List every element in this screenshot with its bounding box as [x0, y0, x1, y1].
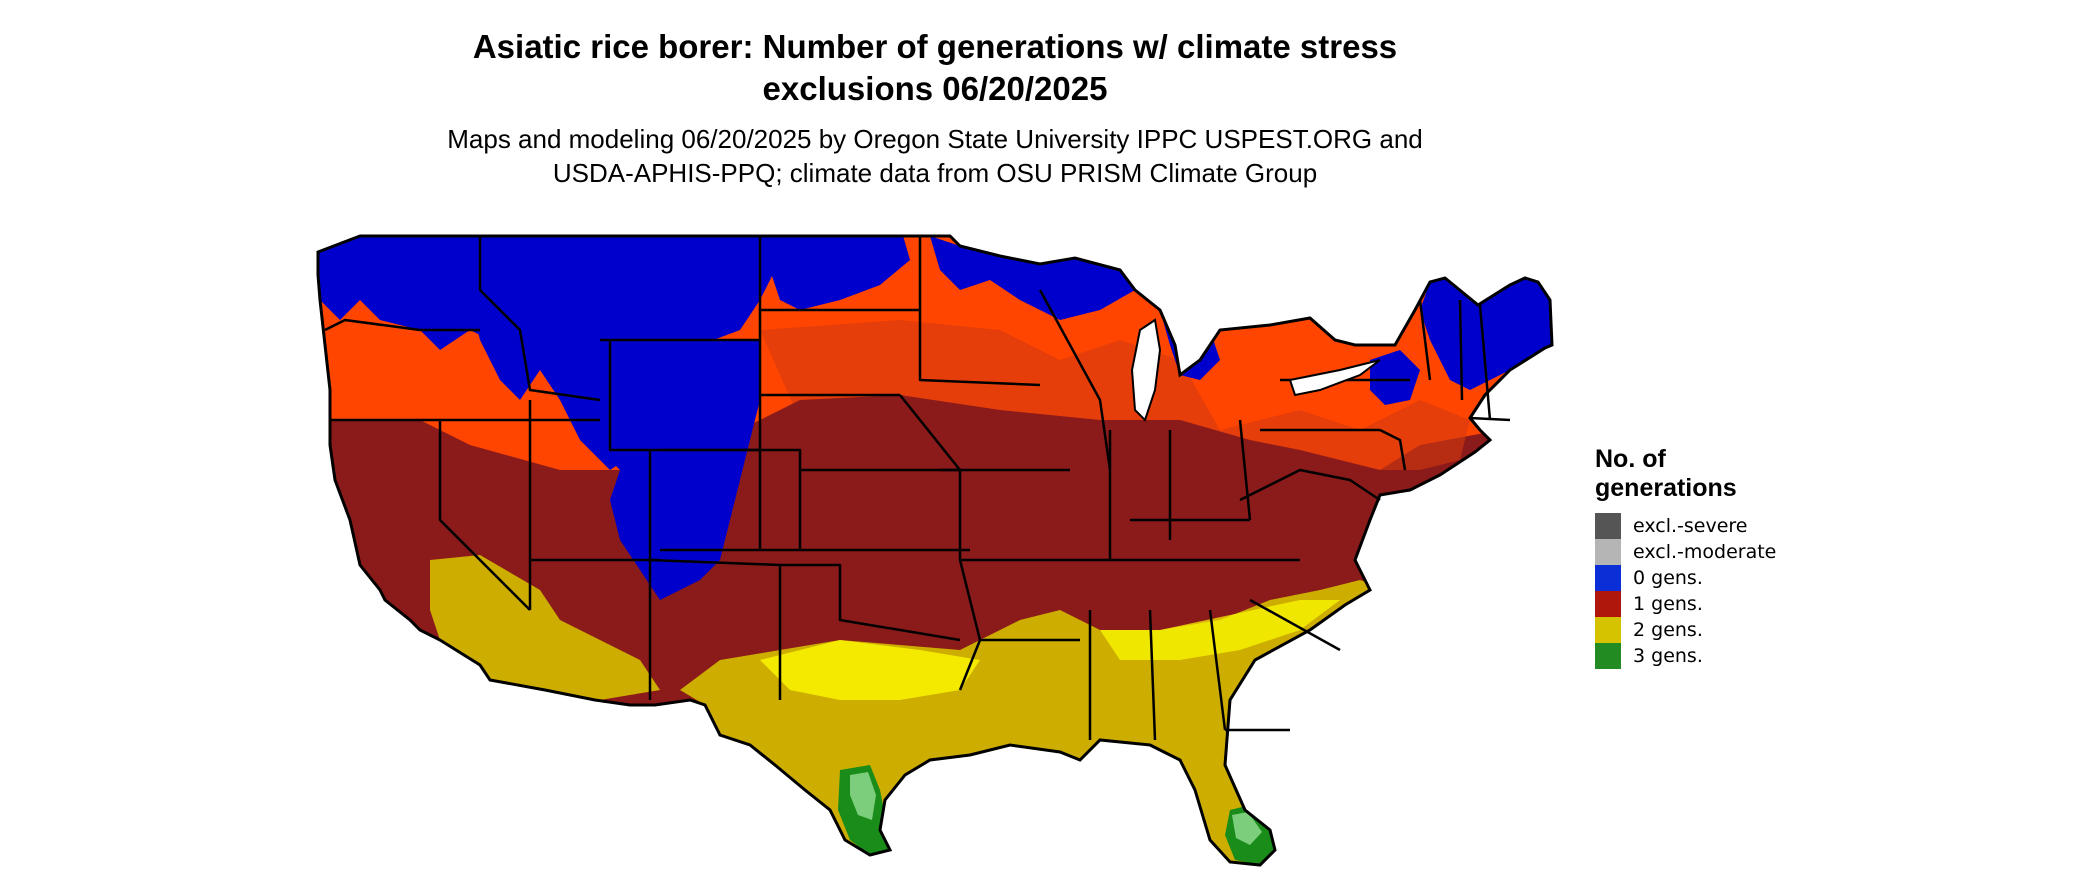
legend-label: excl.-severe [1633, 515, 1748, 537]
map-subtitle-line-1: Maps and modeling 06/20/2025 by Oregon S… [447, 124, 1423, 154]
legend-item: 1 gens. [1595, 591, 1895, 617]
legend-swatch [1595, 513, 1621, 539]
legend-item: 2 gens. [1595, 617, 1895, 643]
legend-item: excl.-severe [1595, 513, 1895, 539]
zone-three-gens-south-florida-light [1232, 812, 1262, 845]
map-title: Asiatic rice borer: Number of generation… [0, 26, 1870, 110]
lake-michigan [1130, 318, 1162, 422]
lake-erie-ontario [1288, 359, 1381, 397]
legend-label: 1 gens. [1633, 593, 1703, 615]
legend-title: No. of generations [1595, 445, 1895, 503]
legend-swatch [1595, 643, 1621, 669]
zone-two-gens-light-texas [760, 640, 980, 700]
zone-two-gens-southwest [430, 555, 660, 700]
zone-zero-gens-upstate-ny [1370, 350, 1420, 405]
legend-label: excl.-moderate [1633, 541, 1777, 563]
zone-zero-gens-new-england [1420, 278, 1552, 390]
us-generations-map [316, 234, 1554, 867]
legend-item: excl.-moderate [1595, 539, 1895, 565]
legend-title-line-1: No. of [1595, 445, 1666, 473]
legend-items: excl.-severe excl.-moderate 0 gens. 1 gens.… [1595, 513, 1895, 669]
map-title-line-2: exclusions 06/20/2025 [762, 70, 1108, 107]
map-subtitle: Maps and modeling 06/20/2025 by Oregon S… [0, 122, 1870, 190]
map-legend: No. of generations excl.-severe excl.-mod… [1595, 445, 1895, 669]
legend-swatch [1595, 565, 1621, 591]
legend-label: 2 gens. [1633, 619, 1703, 641]
us-outline [316, 234, 1554, 867]
zone-zero-gens-wyoming-colorado [590, 340, 760, 600]
legend-label: 0 gens. [1633, 567, 1703, 589]
map-subtitle-line-2: USDA-APHIS-PPQ; climate data from OSU PR… [552, 158, 1318, 188]
legend-label: 3 gens. [1633, 645, 1703, 667]
legend-swatch [1595, 539, 1621, 565]
legend-swatch [1595, 591, 1621, 617]
legend-item: 0 gens. [1595, 565, 1895, 591]
state-borders [324, 236, 1511, 741]
zone-zero-gens-northern-plains [760, 236, 910, 310]
legend-item: 3 gens. [1595, 643, 1895, 669]
legend-title-line-2: generations [1595, 474, 1737, 502]
legend-swatch [1595, 617, 1621, 643]
zone-zero-gens-minnesota [930, 236, 1135, 320]
map-title-line-1: Asiatic rice borer: Number of generation… [472, 28, 1398, 65]
zone-two-gens-light-southeast [1100, 600, 1340, 660]
zone-three-gens-south-texas-light [850, 772, 876, 820]
